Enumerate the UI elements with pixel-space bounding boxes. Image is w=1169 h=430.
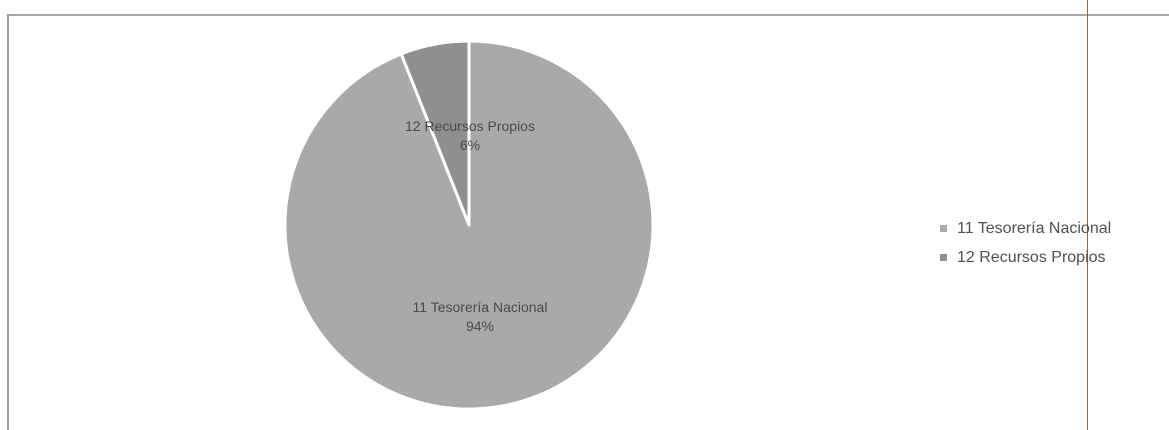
slice-label-recursos-propios-value: 6% xyxy=(459,137,481,153)
slice-label-tesoreria-nacional: 11 Tesorería Nacional 94% xyxy=(360,298,600,336)
legend-item-recursos-propios: 12 Recursos Propios xyxy=(940,243,1111,272)
slice-label-recursos-propios: 12 Recursos Propios 6% xyxy=(350,117,590,155)
legend-label-tesoreria-nacional: 11 Tesorería Nacional xyxy=(957,219,1112,237)
legend-swatch-recursos-propios xyxy=(940,254,947,261)
page-divider-line xyxy=(1087,0,1088,430)
legend-swatch-tesoreria-nacional xyxy=(940,225,947,232)
slice-label-recursos-propios-name: 12 Recursos Propios xyxy=(405,118,535,134)
slice-label-tesoreria-nacional-name: 11 Tesorería Nacional xyxy=(412,299,548,315)
legend-item-tesoreria-nacional: 11 Tesorería Nacional xyxy=(940,214,1111,243)
legend-label-recursos-propios: 12 Recursos Propios xyxy=(957,248,1106,266)
slice-label-tesoreria-nacional-value: 94% xyxy=(465,318,495,334)
pie-slice-recursos-propios xyxy=(399,39,471,227)
chart-legend: 11 Tesorería Nacional 12 Recursos Propio… xyxy=(940,214,1111,272)
